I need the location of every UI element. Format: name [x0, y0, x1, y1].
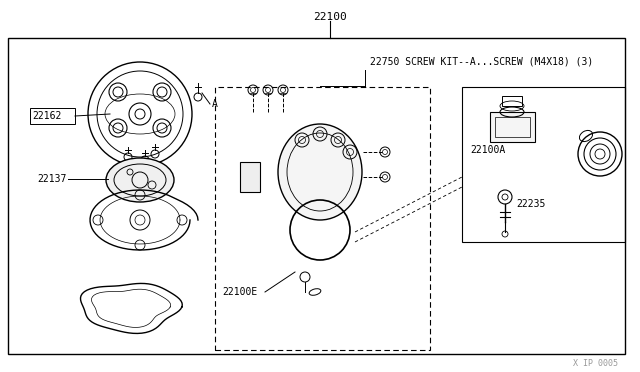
Bar — [215, 87, 430, 350]
Text: A: A — [212, 99, 218, 109]
Text: 22100E: 22100E — [222, 287, 257, 297]
Text: 22137: 22137 — [38, 174, 67, 184]
Bar — [240, 162, 260, 192]
Text: 22235: 22235 — [516, 199, 545, 209]
Ellipse shape — [278, 124, 362, 220]
Text: X IP 0005: X IP 0005 — [573, 359, 618, 369]
Bar — [8, 38, 625, 354]
Bar — [490, 112, 535, 142]
Ellipse shape — [106, 158, 174, 202]
Bar — [502, 96, 522, 106]
Bar — [30, 108, 75, 124]
Text: 22162: 22162 — [32, 111, 61, 121]
Text: 22750 SCREW KIT--A...SCREW (M4X18) (3): 22750 SCREW KIT--A...SCREW (M4X18) (3) — [370, 57, 593, 67]
Text: 22100A: 22100A — [470, 145, 505, 155]
Bar — [495, 117, 530, 137]
Bar — [462, 87, 625, 242]
Text: 22100: 22100 — [313, 12, 347, 22]
